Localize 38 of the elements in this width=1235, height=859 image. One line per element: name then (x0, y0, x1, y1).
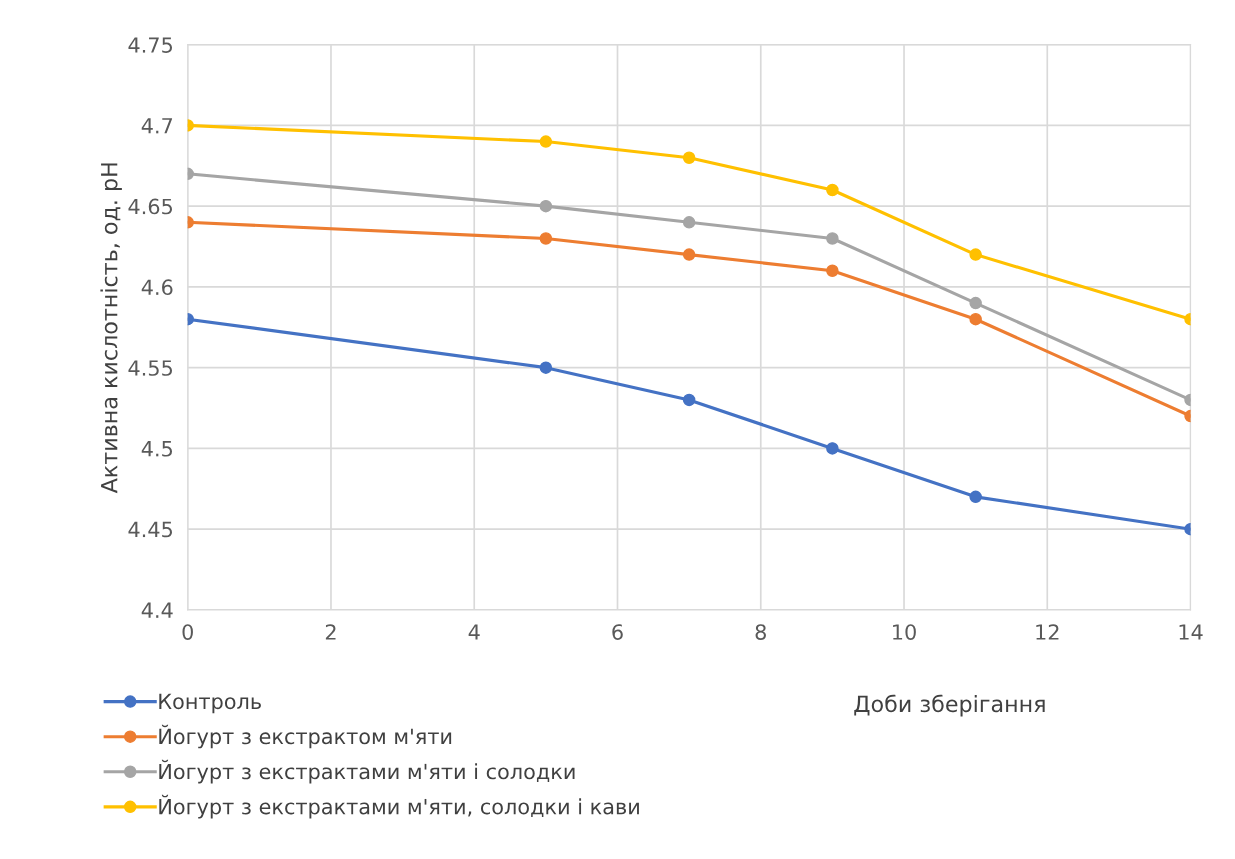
y-tick-label: 4.6 (141, 279, 173, 296)
point (826, 183, 839, 197)
point (969, 248, 982, 261)
y-tick-label: 4.7 (141, 118, 173, 134)
y-tick-label: 4.75 (128, 37, 173, 53)
x-axis-title: Доби зберігання (854, 694, 1045, 717)
y-tick-label: 4.4 (141, 602, 173, 618)
legend-label: Йогурт з екстрактами м'яти, солодки і кави (159, 794, 639, 819)
point (539, 199, 553, 213)
y-tick-label: 4.45 (128, 521, 173, 538)
y-tick-label: 4.65 (128, 198, 173, 215)
point (826, 232, 839, 245)
point (682, 393, 696, 407)
y-tick-label: 4.5 (141, 441, 173, 457)
point (826, 264, 839, 278)
x-tick-label: 6 (612, 624, 623, 640)
x-tick-label: 10 (893, 624, 916, 640)
point (682, 151, 696, 164)
legend-label: Йогурт з екстрактом м'яти (159, 724, 452, 749)
x-tick-label: 14 (1179, 624, 1203, 640)
point (539, 361, 553, 374)
legend-label: Контроль (159, 693, 261, 714)
y-axis-title: Активна кислотність, од. pH (100, 163, 122, 494)
x-tick-label: 12 (1036, 624, 1059, 640)
x-tick-label: 8 (755, 624, 766, 640)
x-tick-label: 2 (325, 624, 336, 640)
point (969, 296, 982, 310)
point (682, 216, 696, 229)
point (682, 248, 696, 261)
point (539, 135, 553, 148)
point (969, 490, 982, 504)
point (826, 442, 839, 455)
point (969, 312, 982, 326)
x-tick-label: 4 (468, 624, 480, 640)
x-tick-label: 0 (182, 624, 193, 640)
point (539, 232, 553, 245)
legend-label: Йогурт з екстрактами м'яти і солодки (159, 759, 575, 784)
y-tick-label: 4.55 (128, 360, 173, 376)
